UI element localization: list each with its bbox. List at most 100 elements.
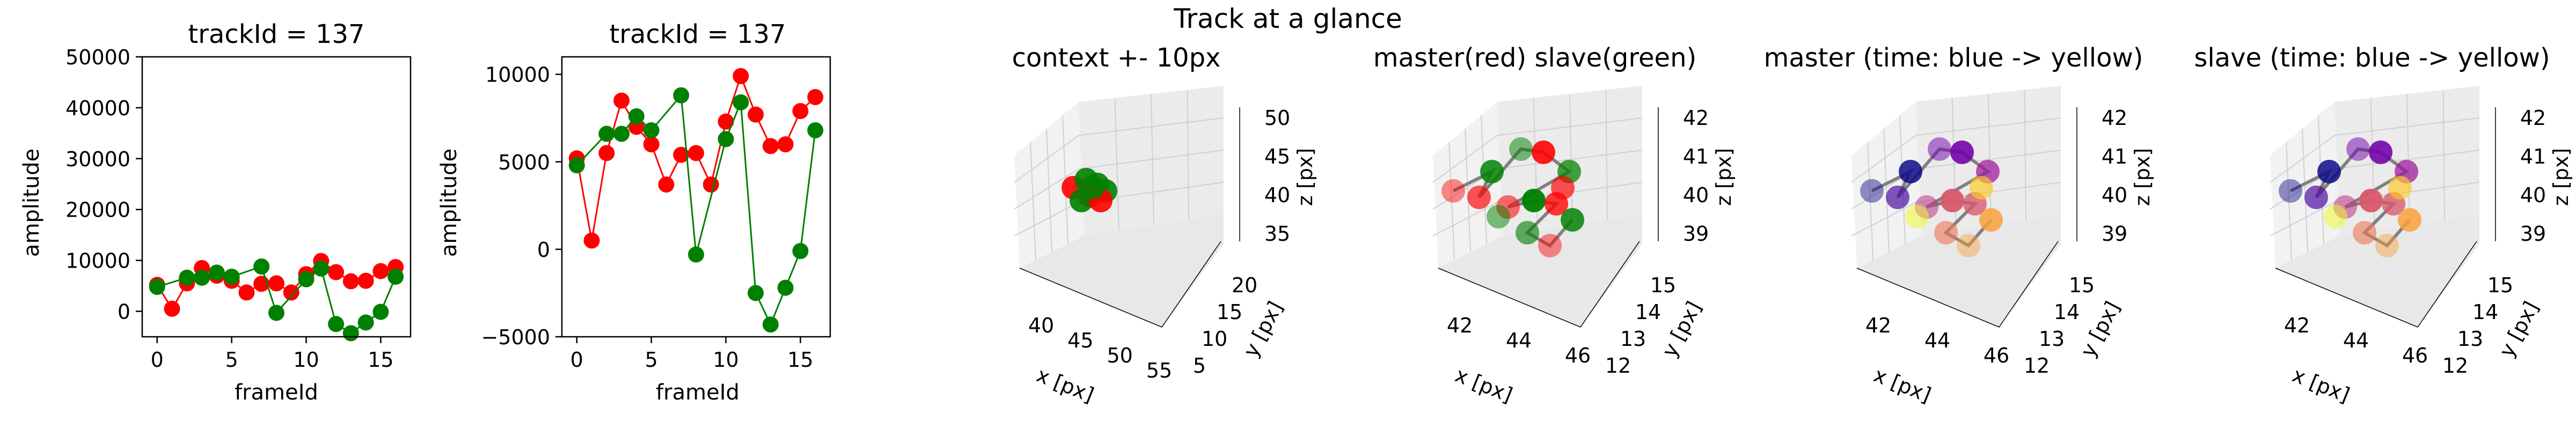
y-tick-label: 14 <box>2472 300 2498 324</box>
y-axis-label: y [px] <box>1239 298 1287 361</box>
plot-frame <box>561 56 831 338</box>
y-tick-label: 14 <box>1635 300 1661 324</box>
y-tick-label: 13 <box>2039 327 2065 351</box>
z-tick-label: 42 <box>1683 106 1709 130</box>
grid-line <box>2334 150 2480 169</box>
x-tick-label: 42 <box>2284 314 2310 337</box>
grid-line <box>2286 142 2292 261</box>
data-point <box>762 138 779 154</box>
chart-title: trackId = 137 <box>609 19 786 49</box>
z-tick-label: 39 <box>2102 222 2127 246</box>
data-point <box>387 269 404 285</box>
data-point <box>342 325 359 342</box>
data-point <box>792 243 809 260</box>
x-tick-label: 50 <box>1107 344 1132 367</box>
track-point <box>1441 179 1465 203</box>
track-point <box>2359 189 2383 212</box>
x-tick-label: 46 <box>2402 344 2428 367</box>
track-point <box>1934 221 1958 245</box>
grid-line <box>1605 90 1608 220</box>
x-tick-label: 10 <box>293 348 319 372</box>
track-point <box>2398 208 2421 232</box>
grid-lines <box>1851 90 2061 261</box>
data-point <box>748 106 764 123</box>
track-point <box>1516 221 1539 245</box>
z-axis-label: z [px] <box>2131 148 2154 206</box>
data-point <box>208 264 225 281</box>
floor-pane <box>1438 214 1642 327</box>
data-point <box>223 269 240 285</box>
x-tick-label: 40 <box>1028 314 1054 337</box>
data-point <box>748 285 764 301</box>
track-point <box>2369 140 2392 164</box>
grid-line <box>2270 202 2335 236</box>
track-point <box>2346 137 2370 161</box>
grid-line <box>2024 90 2026 220</box>
grid-line <box>1014 202 1079 236</box>
x-tick-label: 44 <box>2343 329 2369 352</box>
y-tick-label: 14 <box>2054 300 2080 324</box>
z-tick-label: 39 <box>1683 222 1709 246</box>
floor-edge <box>1438 241 1640 328</box>
z-tick-label: 42 <box>2102 106 2127 130</box>
grid-line <box>1432 202 1498 236</box>
y-axis-label: y [px] <box>1657 298 1706 361</box>
x-tick-label: 42 <box>1865 314 1891 337</box>
y-tick-label: 15 <box>2487 273 2513 297</box>
y-tick-label: 13 <box>1620 327 1646 351</box>
figure-title: Track at a glance <box>1173 3 1402 34</box>
z-tick-label: 35 <box>1264 222 1290 246</box>
grid-line <box>1078 150 1224 169</box>
chart-title: slave (time: blue -> yellow) <box>2194 43 2550 73</box>
y-tick-label: 15 <box>1217 300 1242 324</box>
data-point <box>238 284 255 301</box>
y-tick-label: 10 <box>1202 327 1227 351</box>
y-tick-label: 5 <box>1193 354 1206 378</box>
master-time-3d-plot: master (time: blue -> yellow) 42 41 40 39z … <box>1764 43 2154 407</box>
x-tick-label: 15 <box>368 348 393 372</box>
data-point <box>253 258 270 275</box>
floor-edge <box>1856 241 2059 328</box>
x-tick-label: 0 <box>151 348 164 372</box>
grid-line <box>1915 150 2061 169</box>
plot-frame <box>141 56 412 338</box>
track-point <box>1886 186 1909 209</box>
chart-title: context +- 10px <box>1012 43 1221 73</box>
slave-time-3d-plot: slave (time: blue -> yellow) 42 41 40 39z [… <box>2194 43 2573 407</box>
floor-edge <box>2275 241 2477 328</box>
y-tick-label: 12 <box>2442 354 2468 378</box>
x-tick-label: 46 <box>1984 344 2009 367</box>
track-markers <box>1062 168 1117 212</box>
y-tick-label: 12 <box>2024 354 2050 378</box>
data-point <box>179 269 195 286</box>
chart-title: trackId = 137 <box>188 19 364 49</box>
y-tick-label: 20000 <box>65 198 130 222</box>
y-tick-label: 15 <box>1650 273 1676 297</box>
data-point <box>807 122 824 139</box>
z-tick-label: 41 <box>2520 145 2546 168</box>
x-axis-label: x [px] <box>1033 363 1097 407</box>
track-point <box>1561 208 1584 232</box>
data-point <box>149 278 165 295</box>
y-tick-label: 10000 <box>65 249 130 273</box>
track-point <box>1538 234 1562 257</box>
y-tick-label: 5000 <box>498 151 550 174</box>
x-axis-label: x [px] <box>1452 363 1516 407</box>
data-point <box>673 87 690 103</box>
data-point <box>807 89 824 106</box>
x-tick-label: 44 <box>1924 329 1950 352</box>
data-point <box>673 146 690 163</box>
y-tick-label: 0 <box>537 238 550 262</box>
track-point <box>1467 186 1491 209</box>
chart-title: master(red) slave(green) <box>1373 43 1696 73</box>
z-tick-label: 39 <box>2520 222 2546 246</box>
grid-line <box>2334 117 2480 136</box>
track-markers <box>1441 137 1584 257</box>
x-tick-label: 0 <box>570 348 583 372</box>
x-tick-label: 5 <box>225 348 238 372</box>
data-point <box>643 122 660 139</box>
track-markers <box>2279 137 2421 257</box>
data-point <box>357 314 374 331</box>
y-tick-label: 30000 <box>65 147 130 171</box>
